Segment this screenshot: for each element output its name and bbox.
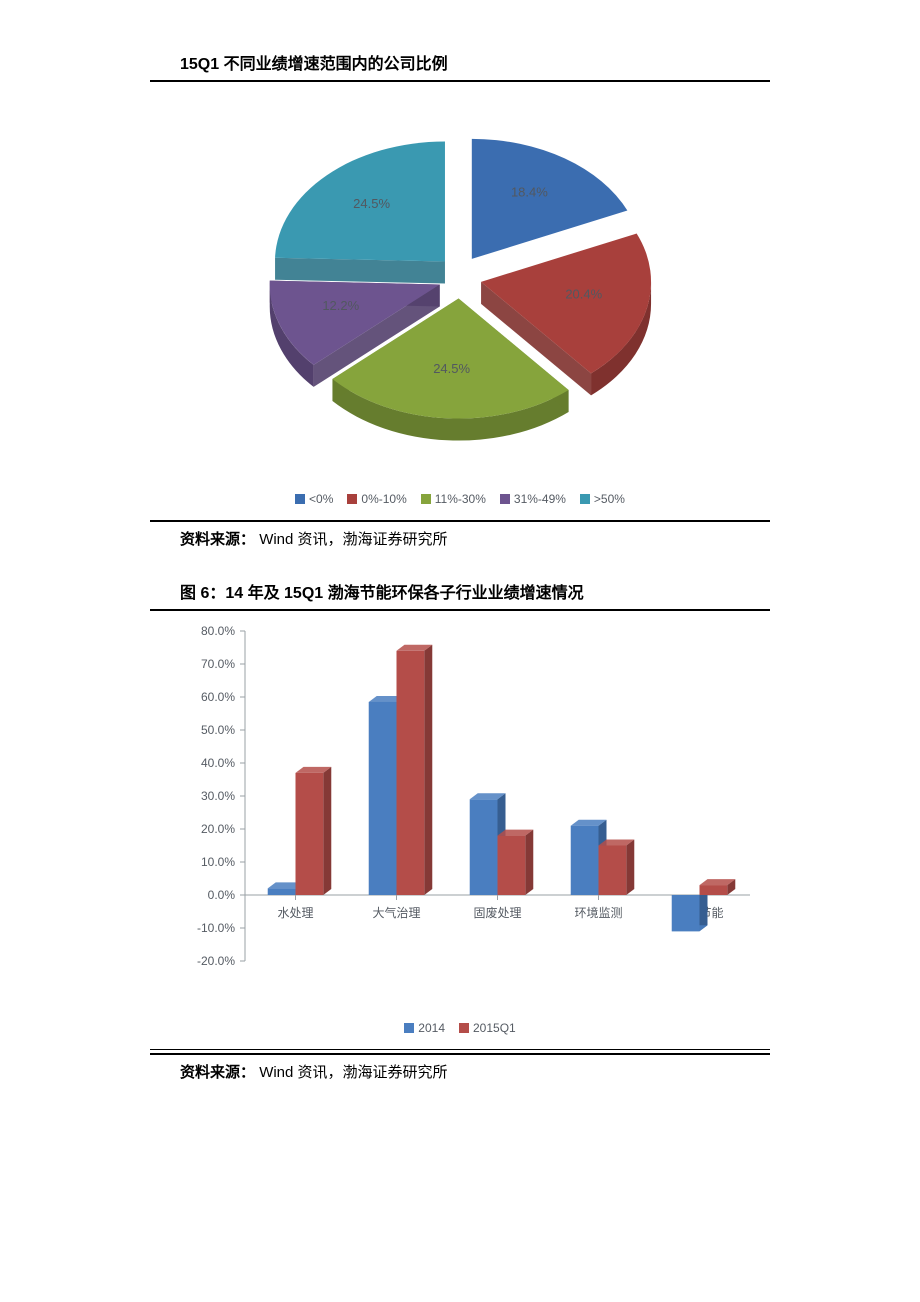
- legend-swatch: [580, 494, 590, 504]
- y-tick-label: 70.0%: [201, 657, 235, 671]
- legend-item: 2014: [404, 1021, 445, 1035]
- y-tick-label: -20.0%: [197, 954, 235, 968]
- pie-slice-label: 24.5%: [433, 361, 470, 376]
- pie-source: 资料来源： Wind 资讯，渤海证券研究所: [180, 528, 770, 549]
- legend-text: 2015Q1: [473, 1021, 516, 1035]
- pie-legend: <0% 0%-10% 11%-30% 31%-49% >50%: [150, 482, 770, 520]
- bar: [296, 773, 324, 895]
- source-text: Wind 资讯，渤海证券研究所: [259, 531, 447, 548]
- y-tick-label: 50.0%: [201, 723, 235, 737]
- y-tick-label: 60.0%: [201, 690, 235, 704]
- legend-swatch: [421, 494, 431, 504]
- y-tick-label: 20.0%: [201, 822, 235, 836]
- bar: [498, 836, 526, 895]
- bar-side: [424, 645, 432, 895]
- bar-chart-block: 图 6：14 年及 15Q1 渤海节能环保各子行业业绩增速情况 -20.0% -1…: [150, 579, 770, 1082]
- legend-swatch: [459, 1023, 469, 1033]
- x-tick-label: 环境监测: [574, 905, 622, 920]
- bar: [470, 799, 498, 895]
- legend-swatch: [500, 494, 510, 504]
- divider: [150, 520, 770, 522]
- bar-side: [700, 889, 708, 931]
- source-label: 资料来源：: [180, 1065, 255, 1081]
- x-tick-label: 大气治理: [372, 905, 420, 920]
- pie-svg: 18.4% 20.4% 24.5% 12.2% 24.5%: [150, 82, 770, 482]
- legend-item: 0%-10%: [347, 492, 406, 506]
- bar-side: [626, 840, 634, 896]
- legend-item: 31%-49%: [500, 492, 566, 506]
- bar: [672, 895, 700, 931]
- x-tick-label: 固废处理: [473, 905, 521, 920]
- legend-text: 31%-49%: [514, 492, 566, 506]
- legend-item: 11%-30%: [421, 492, 486, 506]
- bar-svg: -20.0% -10.0% 0.0% 10.0% 20.0% 30.0% 40.0% 50.0…: [150, 611, 770, 1011]
- legend-text: <0%: [309, 492, 333, 506]
- legend-swatch: [347, 494, 357, 504]
- pie-slice-label: 12.2%: [322, 298, 359, 313]
- pie-slice-label: 18.4%: [511, 185, 548, 200]
- legend-swatch: [295, 494, 305, 504]
- bar: [599, 846, 627, 896]
- bar: [571, 826, 599, 895]
- legend-item: 2015Q1: [459, 1021, 516, 1035]
- bar-side: [525, 830, 533, 895]
- pie-chart-box: 18.4% 20.4% 24.5% 12.2% 24.5% <0% 0%-10% 11%-3…: [150, 82, 770, 520]
- y-tick-label: 10.0%: [201, 855, 235, 869]
- source-text: Wind 资讯，渤海证券研究所: [259, 1064, 447, 1081]
- y-tick-label: 40.0%: [201, 756, 235, 770]
- source-label: 资料来源：: [180, 532, 255, 548]
- legend-text: 2014: [418, 1021, 445, 1035]
- y-tick-label: 0.0%: [208, 888, 236, 902]
- legend-swatch: [404, 1023, 414, 1033]
- bar: [369, 702, 397, 895]
- legend-text: 0%-10%: [361, 492, 406, 506]
- pie-slice-label: 20.4%: [565, 287, 602, 302]
- bar-chart-box: -20.0% -10.0% 0.0% 10.0% 20.0% 30.0% 40.0% 50.0…: [150, 611, 770, 1049]
- y-tick-label: 80.0%: [201, 624, 235, 638]
- bar: [700, 885, 728, 895]
- bar-source: 资料来源： Wind 资讯，渤海证券研究所: [180, 1061, 770, 1082]
- legend-text: >50%: [594, 492, 625, 506]
- x-tick-label: 水处理: [277, 906, 313, 920]
- divider: [150, 1049, 770, 1050]
- legend-text: 11%-30%: [435, 492, 486, 506]
- pie-title: 15Q1 不同业绩增速范围内的公司比例: [180, 50, 770, 74]
- legend-item: >50%: [580, 492, 625, 506]
- pie-slice-wall: [275, 258, 445, 284]
- y-tick-label: 30.0%: [201, 789, 235, 803]
- divider: [150, 1053, 770, 1055]
- bar: [268, 888, 296, 895]
- bar: [397, 651, 425, 895]
- bar-legend: 2014 2015Q1: [150, 1011, 770, 1049]
- legend-item: <0%: [295, 492, 333, 506]
- pie-chart-block: 15Q1 不同业绩增速范围内的公司比例 18.4% 20.4% 24.5% 12.2%…: [150, 50, 770, 549]
- pie-slice-label: 24.5%: [353, 196, 390, 211]
- y-tick-label: -10.0%: [197, 921, 235, 935]
- bar-title: 图 6：14 年及 15Q1 渤海节能环保各子行业业绩增速情况: [180, 579, 770, 603]
- bar-side: [323, 767, 331, 895]
